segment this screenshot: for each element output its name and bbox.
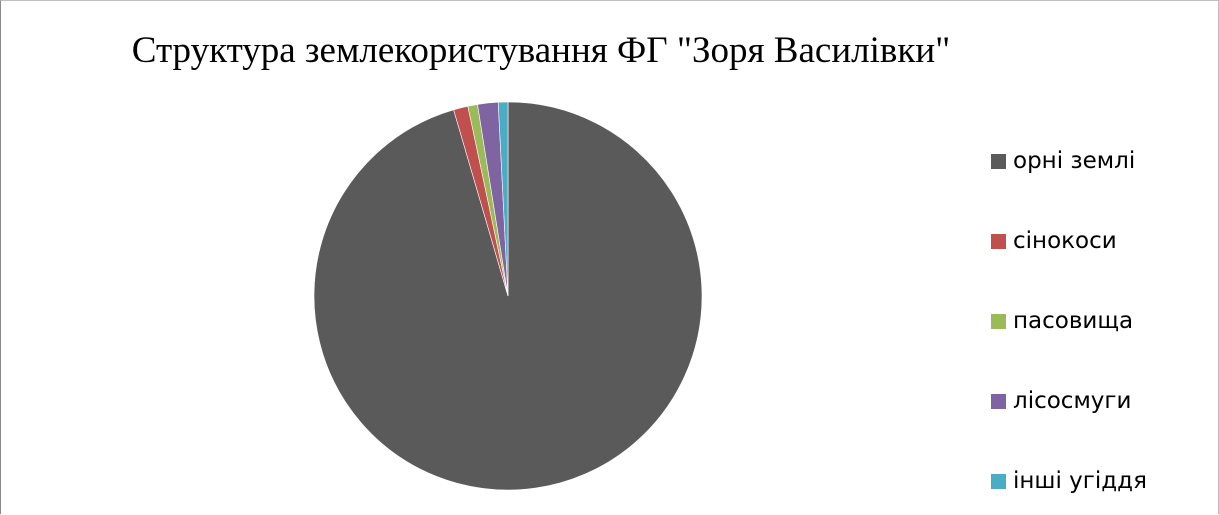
legend-item: сінокоси [991, 221, 1117, 261]
legend-label: інші угіддя [1013, 468, 1147, 494]
legend-swatch [991, 234, 1006, 249]
legend-item: лісосмуги [991, 381, 1131, 421]
legend-swatch [991, 314, 1006, 329]
legend-swatch [991, 394, 1006, 409]
legend-label: лісосмуги [1013, 388, 1131, 414]
legend-label: сінокоси [1013, 228, 1117, 254]
legend-swatch [991, 154, 1006, 169]
legend-swatch [991, 474, 1006, 489]
legend-label: пасовища [1013, 308, 1133, 334]
legend-label: орні землі [1013, 148, 1135, 174]
legend-item: орні землі [991, 141, 1135, 181]
legend-item: пасовища [991, 301, 1133, 341]
legend-item: інші угіддя [991, 461, 1147, 501]
